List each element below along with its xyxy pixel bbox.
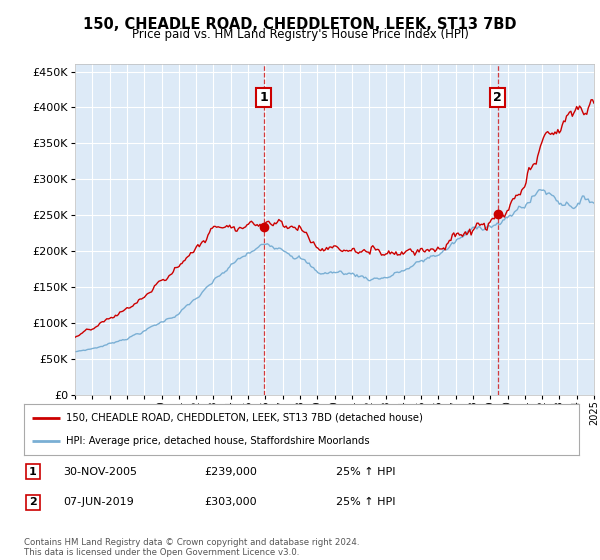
Text: £303,000: £303,000	[204, 497, 257, 507]
Text: HPI: Average price, detached house, Staffordshire Moorlands: HPI: Average price, detached house, Staf…	[65, 436, 369, 446]
Text: 1: 1	[260, 91, 268, 104]
Text: 25% ↑ HPI: 25% ↑ HPI	[336, 466, 395, 477]
Text: Contains HM Land Registry data © Crown copyright and database right 2024.
This d: Contains HM Land Registry data © Crown c…	[24, 538, 359, 557]
Text: Price paid vs. HM Land Registry's House Price Index (HPI): Price paid vs. HM Land Registry's House …	[131, 28, 469, 41]
Text: 2: 2	[493, 91, 502, 104]
Text: £239,000: £239,000	[204, 466, 257, 477]
Text: 1: 1	[29, 466, 37, 477]
Text: 2: 2	[29, 497, 37, 507]
Text: 150, CHEADLE ROAD, CHEDDLETON, LEEK, ST13 7BD (detached house): 150, CHEADLE ROAD, CHEDDLETON, LEEK, ST1…	[65, 413, 422, 423]
Text: 07-JUN-2019: 07-JUN-2019	[63, 497, 134, 507]
Text: 30-NOV-2005: 30-NOV-2005	[63, 466, 137, 477]
Text: 25% ↑ HPI: 25% ↑ HPI	[336, 497, 395, 507]
Text: 150, CHEADLE ROAD, CHEDDLETON, LEEK, ST13 7BD: 150, CHEADLE ROAD, CHEDDLETON, LEEK, ST1…	[83, 17, 517, 32]
